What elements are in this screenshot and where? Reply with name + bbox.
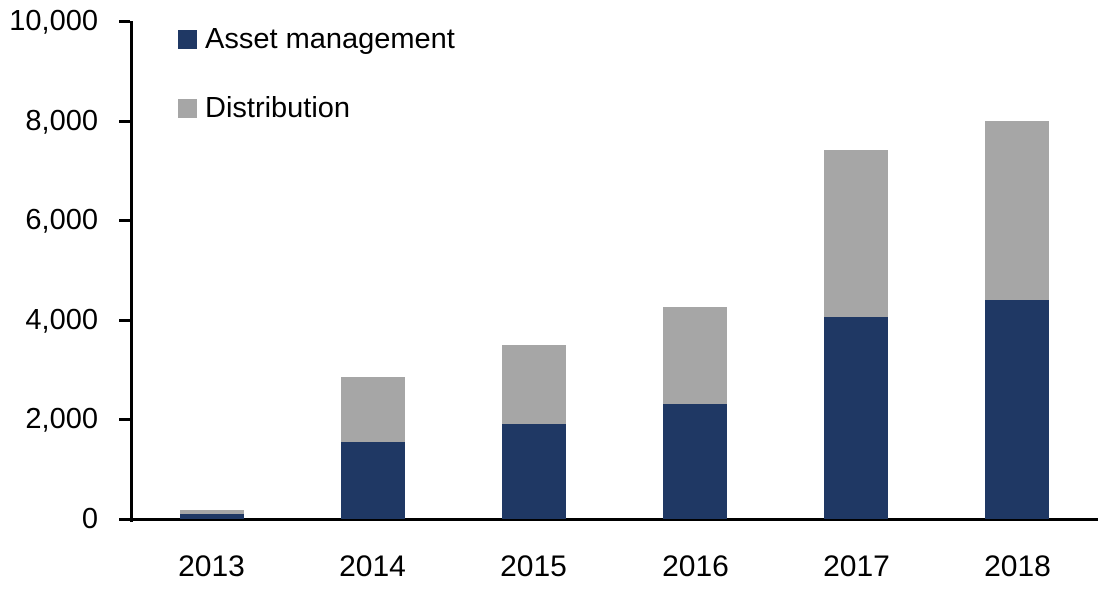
- legend-item-distribution: Distribution: [178, 93, 350, 123]
- x-tick-label-2015: 2015: [500, 550, 567, 583]
- y-tick-mark-8000: [119, 119, 130, 123]
- y-tick-label-6000: 6,000: [25, 204, 98, 237]
- y-tick-label-4000: 4,000: [25, 303, 98, 336]
- bar-2014-distribution-segment: [341, 377, 405, 442]
- y-tick-label-0: 0: [81, 503, 98, 535]
- bar-2015-asset-management-segment: [502, 424, 566, 519]
- bar-2013-distribution-segment: [180, 510, 244, 514]
- bar-2015-distribution-segment: [502, 344, 566, 425]
- bar-2018-distribution-segment: [985, 120, 1049, 300]
- legend-swatch-distribution-icon: [178, 98, 197, 118]
- bar-2016-asset-management-segment: [663, 404, 727, 519]
- x-tick-label-2014: 2014: [339, 550, 406, 583]
- bar-2017-asset-management-segment: [824, 317, 888, 519]
- legend-label-distribution: Distribution: [205, 92, 351, 124]
- y-tick-label-10000: 10,000: [9, 5, 98, 37]
- y-tick-mark-0: [119, 518, 130, 521]
- x-tick-label-2018: 2018: [984, 550, 1051, 583]
- bar-2013-asset-management-segment: [180, 514, 244, 519]
- bar-2017-distribution-segment: [824, 150, 888, 318]
- y-tick-label-2000: 2,000: [25, 403, 98, 436]
- y-tick-label-8000: 8,000: [25, 104, 98, 137]
- x-axis-line: [130, 518, 1098, 521]
- legend-swatch-asset-management-icon: [178, 29, 197, 49]
- x-tick-label-2013: 2013: [178, 550, 245, 583]
- x-tick-label-2017: 2017: [823, 550, 890, 583]
- bar-2016-distribution-segment: [663, 307, 727, 405]
- y-tick-mark-2000: [119, 418, 130, 422]
- x-tick-label-2016: 2016: [662, 550, 729, 583]
- y-tick-mark-10000: [119, 20, 130, 23]
- y-axis-line: [130, 21, 133, 522]
- legend-label-asset-management: Asset management: [205, 23, 455, 55]
- bar-2014-asset-management-segment: [341, 441, 405, 519]
- y-tick-mark-6000: [119, 219, 130, 223]
- bar-2018-asset-management-segment: [985, 299, 1049, 519]
- y-tick-mark-4000: [119, 318, 130, 322]
- legend-item-asset-management: Asset management: [178, 24, 455, 54]
